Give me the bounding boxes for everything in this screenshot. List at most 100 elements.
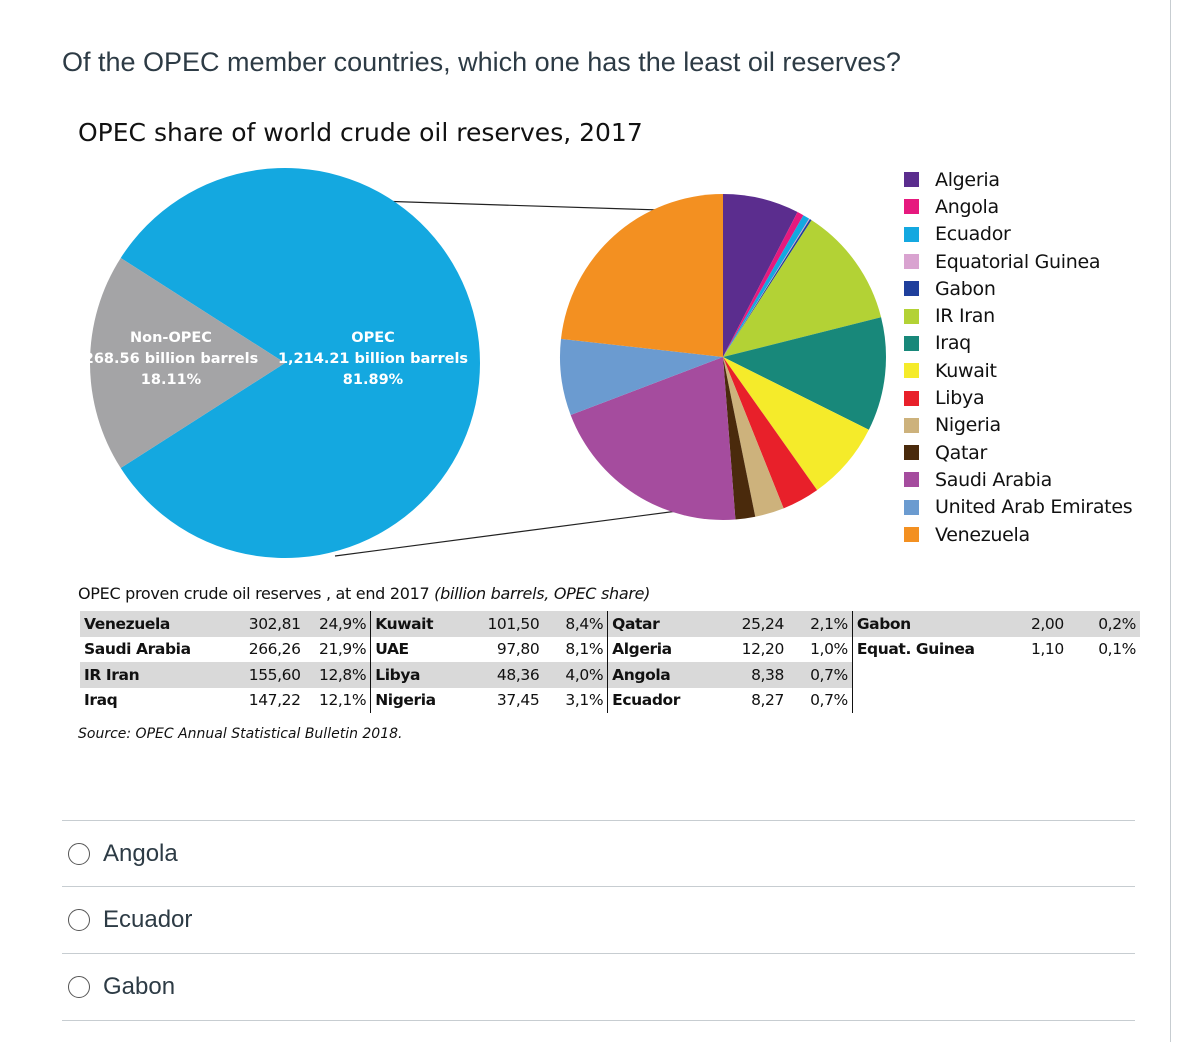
slice-label-non-opec: 268.56 billion barrels — [84, 351, 259, 367]
reserves-cell: 302,81 — [229, 611, 305, 637]
country-cell: Angola — [607, 662, 716, 688]
legend-label: Nigeria — [935, 414, 1001, 437]
connector-line — [334, 509, 686, 557]
empty-cell — [1008, 662, 1068, 688]
legend-swatch — [904, 308, 919, 324]
country-cell: Nigeria — [370, 687, 458, 713]
country-cell: UAE — [370, 636, 458, 662]
question-text: Of the OPEC member countries, which one … — [62, 47, 901, 77]
legend-label: Venezuela — [935, 523, 1030, 546]
pie-slice-angola — [723, 212, 804, 357]
pie-slice-saudi-arabia — [570, 357, 736, 520]
table-row: Saudi Arabia 266,26 21,9% UAE 97,80 8,1% Alger… — [80, 636, 1140, 662]
table-title-text: OPEC proven crude oil reserves , at end … — [78, 584, 430, 603]
legend-swatch — [904, 254, 919, 270]
pie-slice-iraq — [723, 317, 886, 430]
reserves-cell: 37,45 — [496, 691, 540, 710]
share-cell: 12,1% — [318, 691, 367, 710]
option-label: Ecuador — [103, 906, 193, 933]
legend-swatch — [904, 472, 919, 488]
option-divider — [62, 886, 1135, 887]
legend-swatch — [904, 445, 919, 461]
country-cell: Saudi Arabia — [84, 640, 191, 659]
legend-item-libya: Libya — [904, 384, 1132, 411]
pie-slice-non-opec — [90, 257, 285, 469]
legend-label: Equatorial Guinea — [935, 250, 1101, 273]
empty-cell — [1008, 687, 1068, 713]
country-cell: Kuwait — [370, 611, 458, 637]
pie-slice-kuwait — [723, 357, 869, 491]
slice-label-opec: 81.89% — [343, 372, 404, 388]
country-cell: IR Iran — [80, 662, 230, 688]
share-cell: 0,7% — [810, 691, 848, 710]
share-cell: 12,8% — [304, 662, 371, 688]
reserves-cell: 2,00 — [1008, 611, 1068, 637]
pie-slice-opec — [120, 168, 481, 558]
legend-item-iraq: Iraq — [904, 330, 1132, 357]
legend-item-ir-iran: IR Iran — [904, 302, 1132, 329]
legend-swatch — [904, 390, 919, 406]
reserves-cell: 48,36 — [457, 662, 544, 688]
option-ecuador[interactable]: Ecuador — [68, 906, 192, 934]
option-angola[interactable]: Angola — [68, 840, 178, 868]
empty-cell — [851, 662, 1009, 688]
table-row: Iraq 147,22 12,1% Nigeria 37,45 3,1% Ecuador 8,… — [80, 687, 1140, 713]
opec-members-pie — [560, 194, 886, 520]
table-title: OPEC proven crude oil reserves , at end … — [78, 584, 650, 603]
pie-slice-ir-iran — [723, 220, 882, 357]
radio-circle-icon[interactable] — [68, 843, 90, 865]
pie-slice-algeria — [723, 194, 798, 357]
reserves-cell: 155,60 — [229, 662, 305, 688]
radio-circle-icon[interactable] — [68, 976, 90, 998]
table-row: IR Iran 155,60 12,8% Libya 48,36 4,0% Angola 8,… — [80, 662, 1140, 688]
option-gabon[interactable]: Gabon — [68, 973, 175, 1001]
option-divider — [62, 953, 1135, 954]
share-cell: 0,7% — [787, 662, 853, 688]
pie-slice-united-arab-emirates — [560, 338, 723, 415]
pie-slice-venezuela — [561, 194, 723, 357]
country-cell: Libya — [370, 662, 458, 688]
radio-circle-icon[interactable] — [68, 909, 90, 931]
reserves-cell: 101,50 — [457, 611, 544, 637]
pie-slice-gabon — [723, 219, 812, 357]
legend-swatch — [904, 499, 919, 515]
reserves-table: Venezuela 302,81 24,9% Kuwait 101,50 8,4% Qata… — [80, 611, 1140, 713]
legend: Algeria Angola Ecuador Equatorial Guinea Gab… — [904, 166, 1133, 548]
legend-item-nigeria: Nigeria — [904, 412, 1132, 439]
legend-swatch — [904, 527, 919, 542]
pie-slice-nigeria — [723, 357, 784, 517]
empty-cell — [851, 687, 1009, 713]
legend-item-kuwait: Kuwait — [904, 357, 1132, 384]
reserves-cell: 8,27 — [751, 691, 784, 710]
share-cell: 24,9% — [304, 611, 371, 637]
legend-label: Angola — [935, 195, 999, 218]
pie-charts: OPEC 1,214.21 billion barrels 81.89% Non-OP… — [84, 168, 886, 558]
reserves-cell: 266,26 — [248, 640, 301, 659]
pie-slice-equatorial-guinea — [723, 218, 810, 357]
share-cell: 2,1% — [787, 611, 853, 637]
share-cell: 21,9% — [318, 640, 367, 659]
share-cell: 8,4% — [543, 611, 608, 637]
legend-swatch — [904, 226, 919, 242]
legend-label: Kuwait — [935, 359, 997, 382]
legend-label: United Arab Emirates — [935, 496, 1133, 519]
slice-label-non-opec: Non-OPEC — [130, 330, 212, 346]
legend-item-venezuela: Venezuela — [904, 521, 1132, 548]
legend-item-ecuador: Ecuador — [904, 221, 1132, 248]
empty-cell — [1067, 687, 1140, 713]
legend-swatch — [904, 281, 919, 297]
share-cell: 0,1% — [1098, 640, 1136, 659]
country-cell: Iraq — [84, 691, 118, 710]
legend-swatch — [904, 172, 919, 188]
country-cell: Qatar — [607, 611, 716, 637]
legend-item-angola: Angola — [904, 193, 1132, 220]
option-divider — [62, 820, 1135, 821]
legend-label: Algeria — [935, 168, 1000, 191]
share-cell: 0,2% — [1067, 611, 1140, 637]
legend-swatch — [904, 335, 919, 351]
chart-title: OPEC share of world crude oil reserves, … — [78, 118, 643, 147]
slice-label-opec: 1,214.21 billion barrels — [278, 351, 468, 367]
legend-item-gabon: Gabon — [904, 275, 1132, 302]
legend-item-equatorial-guinea: Equatorial Guinea — [904, 248, 1132, 275]
share-cell: 4,0% — [543, 662, 608, 688]
